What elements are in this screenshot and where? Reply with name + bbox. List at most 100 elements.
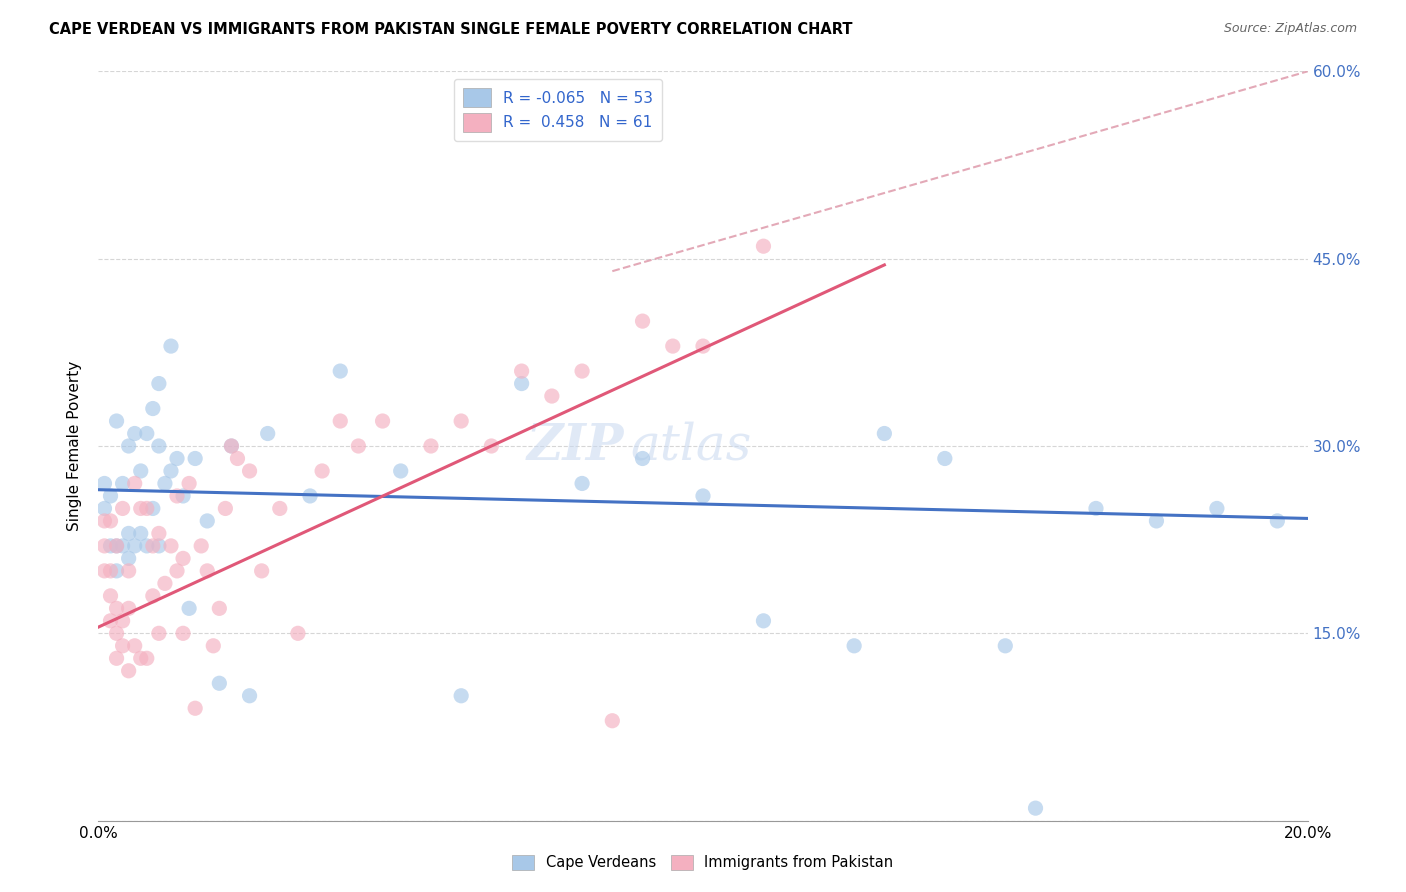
Point — [153, 476, 176, 491]
Point — [124, 426, 146, 441]
Point — [100, 564, 122, 578]
Point — [118, 601, 141, 615]
Point — [142, 401, 165, 416]
Point — [371, 414, 394, 428]
Point — [179, 476, 201, 491]
Point — [148, 526, 170, 541]
Point — [160, 339, 183, 353]
Point — [100, 614, 122, 628]
Point — [124, 639, 146, 653]
Point — [172, 551, 194, 566]
Point — [195, 514, 218, 528]
Point — [105, 564, 128, 578]
Y-axis label: Single Female Poverty: Single Female Poverty — [67, 361, 83, 531]
Point — [129, 651, 152, 665]
Point — [93, 564, 115, 578]
Point — [148, 439, 170, 453]
Point — [93, 501, 115, 516]
Legend: Cape Verdeans, Immigrants from Pakistan: Cape Verdeans, Immigrants from Pakistan — [506, 848, 900, 876]
Point — [105, 414, 128, 428]
Point — [105, 626, 128, 640]
Point — [602, 714, 624, 728]
Point — [311, 464, 333, 478]
Point — [1144, 514, 1167, 528]
Point — [111, 539, 134, 553]
Point — [389, 464, 412, 478]
Point — [299, 489, 322, 503]
Point — [135, 501, 157, 516]
Point — [250, 564, 273, 578]
Point — [184, 701, 207, 715]
Point — [994, 639, 1017, 653]
Point — [195, 564, 218, 578]
Point — [221, 439, 243, 453]
Point — [347, 439, 370, 453]
Point — [510, 376, 533, 391]
Point — [135, 539, 157, 553]
Point — [420, 439, 443, 453]
Point — [118, 551, 141, 566]
Point — [287, 626, 309, 640]
Point — [873, 426, 896, 441]
Point — [148, 626, 170, 640]
Point — [105, 651, 128, 665]
Point — [172, 626, 194, 640]
Point — [100, 489, 122, 503]
Point — [166, 489, 188, 503]
Point — [214, 501, 236, 516]
Point — [129, 464, 152, 478]
Point — [239, 689, 262, 703]
Point — [179, 601, 201, 615]
Point — [118, 664, 141, 678]
Text: CAPE VERDEAN VS IMMIGRANTS FROM PAKISTAN SINGLE FEMALE POVERTY CORRELATION CHART: CAPE VERDEAN VS IMMIGRANTS FROM PAKISTAN… — [49, 22, 852, 37]
Point — [142, 589, 165, 603]
Point — [571, 364, 593, 378]
Point — [142, 501, 165, 516]
Point — [135, 426, 157, 441]
Point — [105, 601, 128, 615]
Point — [329, 414, 352, 428]
Point — [692, 339, 714, 353]
Point — [190, 539, 212, 553]
Point — [142, 539, 165, 553]
Point — [481, 439, 503, 453]
Point — [752, 239, 775, 253]
Point — [269, 501, 291, 516]
Point — [202, 639, 225, 653]
Point — [208, 601, 231, 615]
Point — [221, 439, 243, 453]
Point — [450, 689, 472, 703]
Point — [208, 676, 231, 690]
Point — [631, 451, 654, 466]
Point — [105, 539, 128, 553]
Point — [1085, 501, 1108, 516]
Point — [160, 464, 183, 478]
Point — [148, 539, 170, 553]
Point — [111, 476, 134, 491]
Point — [661, 339, 683, 353]
Point — [184, 451, 207, 466]
Point — [111, 501, 134, 516]
Point — [118, 564, 141, 578]
Point — [166, 564, 188, 578]
Point — [256, 426, 278, 441]
Point — [148, 376, 170, 391]
Text: atlas: atlas — [630, 421, 752, 471]
Point — [118, 439, 141, 453]
Point — [166, 451, 188, 466]
Point — [239, 464, 262, 478]
Point — [692, 489, 714, 503]
Point — [93, 476, 115, 491]
Point — [93, 514, 115, 528]
Point — [510, 364, 533, 378]
Point — [1024, 801, 1046, 815]
Point — [1267, 514, 1289, 528]
Point — [100, 539, 122, 553]
Point — [153, 576, 176, 591]
Point — [93, 539, 115, 553]
Point — [135, 651, 157, 665]
Point — [934, 451, 956, 466]
Point — [1206, 501, 1229, 516]
Text: ZIP: ZIP — [527, 422, 624, 470]
Point — [129, 526, 152, 541]
